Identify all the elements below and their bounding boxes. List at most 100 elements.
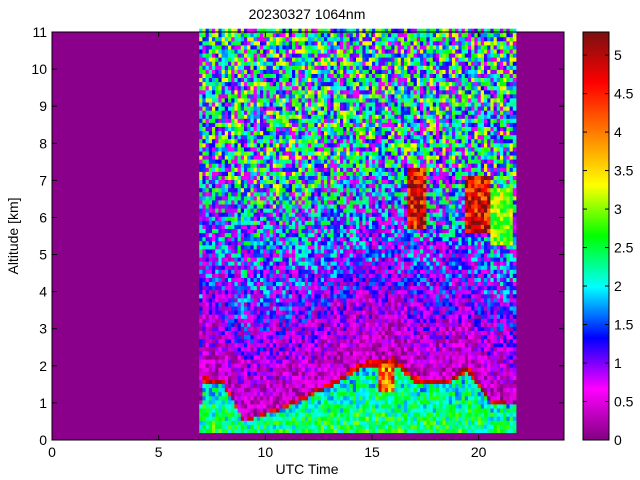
heatmap-cell xyxy=(304,224,309,229)
heatmap-cell xyxy=(260,183,264,189)
heatmap-cell xyxy=(263,208,267,213)
heatmap-cell xyxy=(288,342,293,348)
heatmap-cell xyxy=(260,363,264,368)
heatmap-cell xyxy=(320,191,325,197)
heatmap-cell xyxy=(205,387,210,393)
heatmap-cell xyxy=(285,220,290,225)
heatmap-cell xyxy=(279,236,283,242)
heatmap-cell xyxy=(224,187,229,193)
heatmap-cell xyxy=(359,391,363,397)
heatmap-cell xyxy=(279,212,283,217)
heatmap-cell xyxy=(285,387,290,393)
heatmap-cell xyxy=(282,81,286,87)
heatmap-cell xyxy=(279,306,283,311)
heatmap-cell xyxy=(333,302,338,307)
heatmap-cell xyxy=(231,428,235,433)
heatmap-cell xyxy=(346,253,350,258)
heatmap-cell xyxy=(208,232,213,238)
heatmap-cell xyxy=(260,32,264,38)
heatmap-cell xyxy=(256,351,261,356)
heatmap-cell xyxy=(320,130,325,136)
heatmap-cell xyxy=(212,85,216,91)
heatmap-cell xyxy=(317,40,322,46)
heatmap-cell xyxy=(324,122,328,127)
heatmap-cell xyxy=(224,155,229,160)
heatmap-cell xyxy=(333,383,338,389)
heatmap-cell xyxy=(320,175,325,180)
heatmap-cell xyxy=(292,302,296,307)
heatmap-cell xyxy=(324,408,328,413)
heatmap-cell xyxy=(285,249,290,254)
heatmap-cell xyxy=(253,318,258,323)
heatmap-cell xyxy=(205,106,210,111)
heatmap-cell xyxy=(301,93,306,99)
heatmap-cell xyxy=(314,412,318,417)
heatmap-cell xyxy=(224,216,229,221)
heatmap-cell xyxy=(308,314,312,319)
heatmap-cell xyxy=(256,49,261,54)
heatmap-cell xyxy=(224,191,229,197)
heatmap-cell xyxy=(298,367,302,372)
heatmap-cell xyxy=(266,371,270,376)
heatmap-cell xyxy=(292,151,296,156)
heatmap-cell xyxy=(212,244,216,250)
heatmap-cell xyxy=(298,236,302,242)
heatmap-cell xyxy=(208,253,213,258)
heatmap-cell xyxy=(228,110,232,115)
heatmap-cell xyxy=(205,289,210,295)
heatmap-cell xyxy=(205,408,210,413)
heatmap-cell xyxy=(317,371,322,376)
heatmap-cell xyxy=(340,81,344,87)
heatmap-cell xyxy=(298,212,302,217)
heatmap-cell xyxy=(292,130,296,136)
heatmap-cell xyxy=(330,163,334,168)
heatmap-cell xyxy=(221,204,226,209)
heatmap-cell xyxy=(330,383,334,389)
heatmap-cell xyxy=(205,395,210,401)
heatmap-cell xyxy=(231,28,235,34)
heatmap-cell xyxy=(256,240,261,246)
heatmap-cell xyxy=(237,310,242,315)
heatmap-cell xyxy=(260,383,264,389)
heatmap-cell xyxy=(244,200,248,205)
heatmap-cell xyxy=(340,134,344,140)
heatmap-cell xyxy=(295,77,299,83)
heatmap-cell xyxy=(224,293,229,299)
heatmap-cell xyxy=(336,102,341,107)
heatmap-cell xyxy=(208,191,213,197)
heatmap-cell xyxy=(199,89,203,95)
heatmap-cell xyxy=(244,253,248,258)
heatmap-cell xyxy=(343,142,347,148)
heatmap-cell xyxy=(295,45,299,50)
heatmap-cell xyxy=(269,232,274,238)
heatmap-cell xyxy=(314,98,318,103)
heatmap-cell xyxy=(311,293,315,299)
heatmap-cell xyxy=(244,399,248,405)
heatmap-cell xyxy=(244,383,248,389)
heatmap-cell xyxy=(256,408,261,413)
heatmap-cell xyxy=(250,130,254,136)
heatmap-cell xyxy=(301,302,306,307)
heatmap-cell xyxy=(256,163,261,168)
heatmap-cell xyxy=(311,310,315,315)
heatmap-cell xyxy=(221,265,226,270)
heatmap-cell xyxy=(285,204,290,209)
heatmap-cell xyxy=(279,334,283,340)
heatmap-cell xyxy=(208,395,213,401)
heatmap-cell xyxy=(263,179,267,185)
heatmap-cell xyxy=(272,175,277,180)
heatmap-cell xyxy=(282,371,286,376)
heatmap-cell xyxy=(356,126,360,132)
heatmap-cell xyxy=(240,261,245,266)
heatmap-cell xyxy=(311,106,315,111)
heatmap-cell xyxy=(346,195,350,201)
heatmap-cell xyxy=(256,318,261,323)
heatmap-cell xyxy=(260,155,264,160)
heatmap-cell xyxy=(279,359,283,364)
heatmap-cell xyxy=(240,273,245,278)
heatmap-cell xyxy=(288,399,293,405)
heatmap-cell xyxy=(288,28,293,34)
heatmap-cell xyxy=(247,404,251,409)
heatmap-cell xyxy=(269,147,274,152)
heatmap-cell xyxy=(266,57,270,62)
